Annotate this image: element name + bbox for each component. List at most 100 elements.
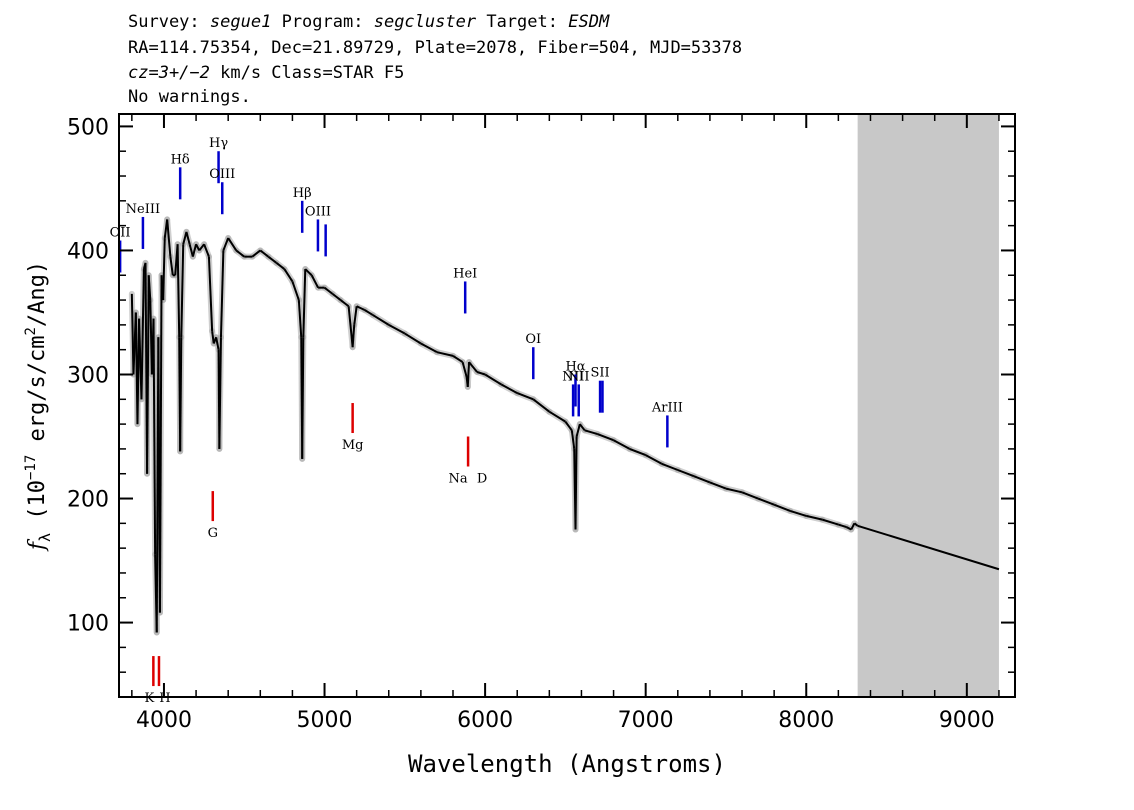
- spectrum-segment: [532, 398, 550, 413]
- emission-line-label: Hβ: [293, 186, 312, 201]
- spectrum-segment: [323, 286, 334, 295]
- redshift: cz=3+/−2: [128, 63, 210, 83]
- x-tick-label: 6000: [457, 708, 513, 733]
- x-tick-label: 8000: [778, 708, 834, 733]
- absorption-line-label: D: [477, 472, 487, 487]
- y-tick-label: 200: [67, 488, 109, 513]
- spectrum-segment: [857, 524, 1000, 571]
- y-tick-label: 100: [67, 612, 109, 637]
- absorption-line-label: K: [145, 691, 155, 706]
- spectrum-segment: [629, 447, 647, 457]
- emission-line-label: SII: [590, 366, 609, 381]
- emission-line-label: NeIII: [126, 202, 160, 217]
- header-line-4: No warnings.: [128, 87, 251, 107]
- spectrum-segment: [169, 256, 174, 276]
- absorption-line-label: G: [208, 526, 218, 541]
- spectrum-segment: [304, 268, 313, 276]
- emission-line-label: NII: [562, 369, 584, 384]
- spectrum-segment: [302, 269, 307, 338]
- target-name: ESDM: [568, 12, 610, 32]
- spectrum-segment: [219, 250, 225, 338]
- spectrum-segment: [661, 462, 679, 471]
- spectrum-segment: [388, 323, 406, 335]
- emission-line-label: Hγ: [209, 136, 228, 151]
- spectrum-segment: [466, 362, 471, 387]
- spectrum-segment: [297, 299, 303, 338]
- emission-line-label: OI: [525, 332, 541, 347]
- spectrum-segment: [574, 436, 578, 530]
- spectrum-segment: [822, 518, 839, 526]
- spectrum-segment: [291, 281, 300, 301]
- spectrum-segment: [613, 439, 631, 450]
- survey-name: segue1: [209, 12, 272, 32]
- spectrum-segment: [838, 523, 847, 529]
- spectrum-segment: [850, 522, 856, 531]
- header-line-2: RA=114.75354, Dec=21.89729, Plate=2078, …: [128, 38, 743, 58]
- spectrum-segment: [147, 275, 152, 301]
- spectrum-segment: [275, 262, 286, 270]
- spectrum-segment: [709, 481, 727, 490]
- spectrum-segment: [484, 373, 502, 386]
- spectrum-segment: [203, 243, 210, 258]
- y-tick-label: 400: [67, 239, 109, 264]
- spectrum-segment: [452, 355, 464, 363]
- absorption-line-label: H: [159, 691, 170, 706]
- y-tick-label: 500: [67, 115, 109, 140]
- spectrum-segment: [207, 256, 214, 332]
- emission-line-label: Hα: [565, 359, 585, 374]
- spectrum-segment: [259, 249, 269, 258]
- y-axis-ticks: 100 200 300 400 500: [67, 115, 1015, 673]
- spectrum-segment: [191, 243, 198, 257]
- spectrum-segment: [579, 423, 586, 431]
- x-axis-ticks: 4000 5000 6000 7000 8000 9000: [131, 114, 1000, 733]
- header-line-1: Survey: segue1 Program: segcluster Targe…: [128, 12, 609, 32]
- spectrum-segment: [436, 351, 454, 357]
- spectrum-segment: [180, 244, 185, 338]
- emission-line-label: OII: [110, 226, 131, 241]
- emission-line-label: Hδ: [171, 152, 190, 167]
- spectrum-segment: [570, 430, 576, 450]
- spectrum-segment: [235, 249, 245, 258]
- survey-label: Survey:: [128, 12, 200, 32]
- spectrum-segment: [176, 244, 181, 338]
- masked-region: [857, 114, 999, 697]
- spectrum-segment: [267, 255, 277, 264]
- spectrum-segment: [461, 361, 468, 378]
- x-tick-label: 4000: [136, 708, 192, 733]
- spectrum-segment: [404, 332, 422, 345]
- spectrum-segment: [476, 371, 486, 376]
- spectrum-segment: [215, 337, 220, 350]
- spectrum-segment: [198, 243, 205, 252]
- spectrum-segment: [188, 243, 194, 257]
- spectrum-segment: [152, 318, 157, 555]
- emission-line-label: HeI: [453, 266, 477, 281]
- spectrum-segment: [347, 306, 354, 348]
- spectrum-segment: [146, 275, 150, 474]
- spectrum-segment: [500, 383, 518, 394]
- spectrum-segment: [227, 237, 238, 251]
- spectrum-segment: [845, 526, 852, 531]
- y-tick-label: 300: [67, 363, 109, 388]
- spectrum-segment: [351, 324, 356, 348]
- spectrum-segment: [251, 249, 261, 258]
- program-label: Program:: [281, 12, 364, 32]
- absorption-line-label: Na: [449, 472, 468, 487]
- spectrum-segment: [575, 423, 581, 437]
- spectrum-segment: [584, 429, 598, 435]
- spectrum-segment: [166, 219, 172, 257]
- spectrum-segment: [806, 514, 823, 521]
- spectrum-segment: [283, 268, 294, 283]
- spectrum-segment: [179, 337, 183, 452]
- spectrum-segment: [222, 237, 230, 251]
- absorption-lines: K H G Mg Na D: [145, 403, 487, 706]
- x-tick-label: 9000: [939, 708, 995, 733]
- spectrum-segment: [331, 293, 342, 301]
- spectrum-segment: [420, 342, 438, 354]
- spectrum-segment: [182, 231, 188, 245]
- target-label: Target:: [486, 12, 558, 32]
- emission-line-label: ArIII: [651, 400, 683, 415]
- x-tick-label: 7000: [618, 708, 674, 733]
- program-name: segcluster: [373, 12, 477, 32]
